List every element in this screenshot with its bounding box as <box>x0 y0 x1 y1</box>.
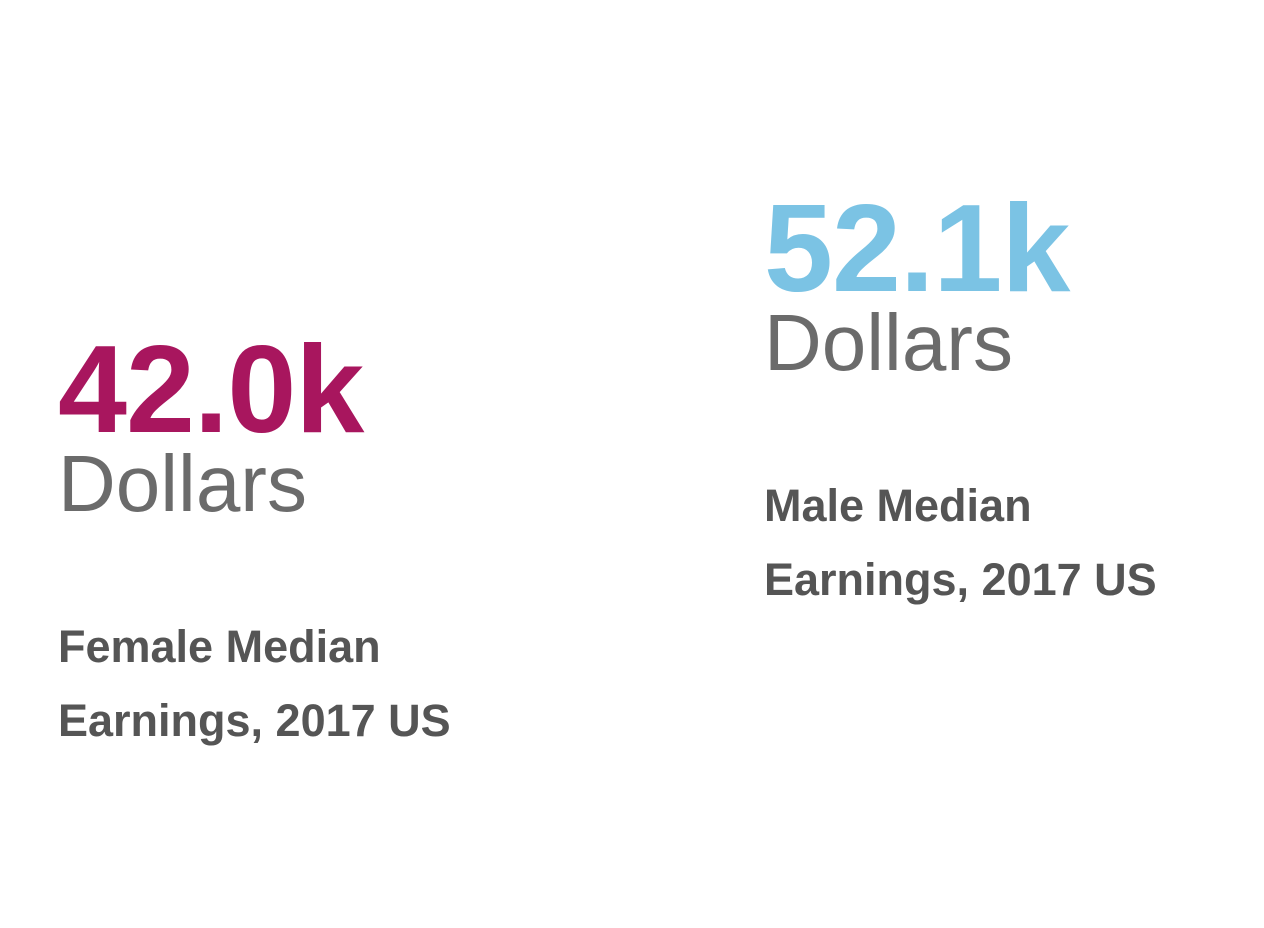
male-earnings-stat: 52.1k Dollars Male Median Earnings, 2017… <box>764 185 1264 617</box>
female-earnings-stat: 42.0k Dollars Female Median Earnings, 20… <box>58 326 618 758</box>
male-caption-line-2: Earnings, 2017 US <box>764 554 1157 605</box>
female-earnings-unit: Dollars <box>58 439 307 528</box>
female-earnings-value: 42.0k <box>58 321 364 459</box>
male-earnings-unit: Dollars <box>764 298 1013 387</box>
female-caption-line-1: Female Median <box>58 621 381 672</box>
female-caption-line-2: Earnings, 2017 US <box>58 695 451 746</box>
female-earnings-caption: Female Median Earnings, 2017 US <box>58 610 618 758</box>
male-earnings-caption: Male Median Earnings, 2017 US <box>764 469 1264 617</box>
male-earnings-value: 52.1k <box>764 180 1070 318</box>
male-caption-line-1: Male Median <box>764 480 1032 531</box>
